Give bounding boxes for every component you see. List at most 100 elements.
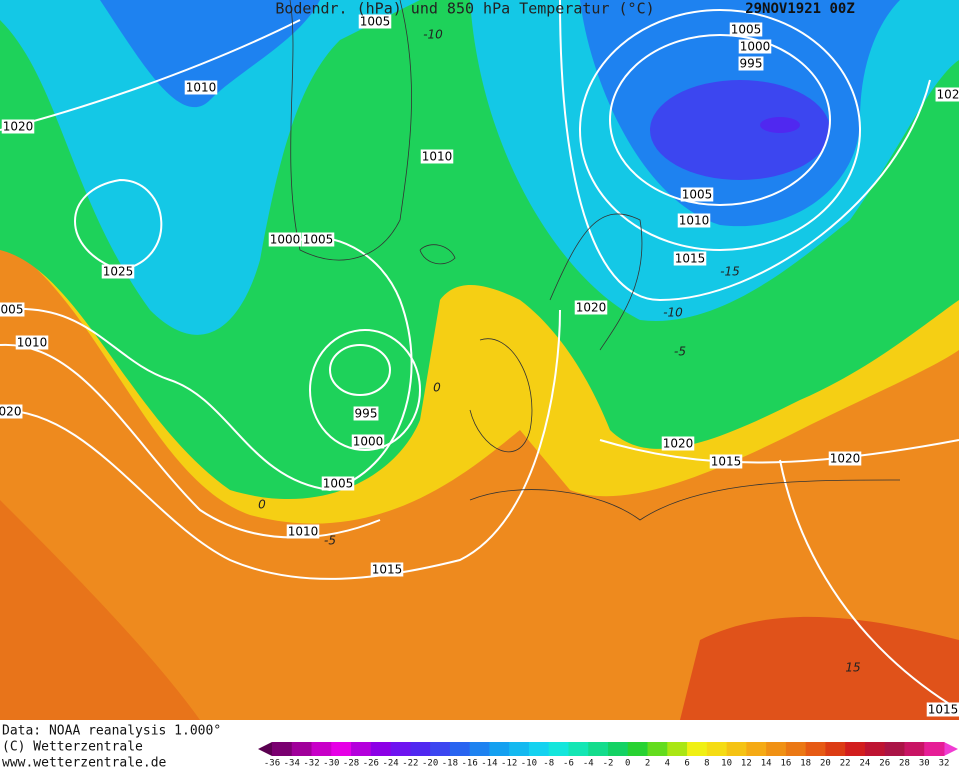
colorbar-label: -34 <box>284 759 300 769</box>
label-box <box>301 232 335 247</box>
colorbar-label: 28 <box>899 759 910 769</box>
isobar-label: 1025 <box>103 265 134 279</box>
isobar-label: 995 <box>355 407 378 421</box>
colorbar-label: 4 <box>665 759 670 769</box>
colorbar-swatch <box>608 742 629 756</box>
colorbar-label: 22 <box>840 759 851 769</box>
isobar-label: 1010 <box>679 214 710 228</box>
isobar-label: 102 <box>937 88 959 102</box>
hot-area <box>680 616 959 720</box>
colorbar-label: 32 <box>939 759 950 769</box>
label-box <box>729 22 763 37</box>
colorbar-swatch <box>884 742 905 756</box>
temperature-label: -10 <box>663 306 683 320</box>
colorbar-swatch <box>864 742 886 756</box>
cyan-area <box>0 0 420 335</box>
colorbar-swatch <box>272 742 293 756</box>
temperature-label: -10 <box>423 28 443 42</box>
label-box <box>286 524 320 539</box>
colorbar-swatch <box>825 742 846 756</box>
label-box <box>0 302 25 317</box>
label-box <box>358 14 392 29</box>
colorbar-swatch <box>706 742 728 756</box>
colorbar-label: -6 <box>563 759 574 769</box>
label-box <box>184 80 218 95</box>
colorbar-swatch <box>291 742 313 756</box>
colorbar-label: 20 <box>820 759 831 769</box>
colorbar-swatch <box>726 742 747 756</box>
label-box <box>738 39 772 54</box>
colorbar-label: -2 <box>603 759 614 769</box>
colorbar-swatch <box>390 742 411 756</box>
colorbar-label: -20 <box>422 759 438 769</box>
label-box <box>574 300 608 315</box>
colorbar-swatch <box>449 742 471 756</box>
colorbar-label: 10 <box>721 759 732 769</box>
colorbar-label: -4 <box>583 759 594 769</box>
isobar-label: 1010 <box>288 525 319 539</box>
isobar-label: 1015 <box>675 252 706 266</box>
colorbar-swatch <box>904 742 925 756</box>
isobar-label: 1015 <box>928 703 959 717</box>
colorbar-arrow <box>944 742 958 756</box>
isobar-label: 1005 <box>360 15 391 29</box>
isobar-label: 020 <box>0 405 21 419</box>
colorbar-label: -10 <box>521 759 537 769</box>
map-date: 29NOV1921 00Z <box>745 1 855 17</box>
temperature-label: 15 <box>845 661 860 675</box>
temperature-label: -5 <box>324 534 336 548</box>
colorbar-label: -26 <box>363 759 379 769</box>
label-box <box>738 56 764 71</box>
colorbar-swatch <box>746 742 767 756</box>
blue-area <box>100 0 320 108</box>
colorbar-swatch <box>627 742 649 756</box>
colorbar-swatch <box>647 742 668 756</box>
isobar-label: 1000 <box>740 40 771 54</box>
isobar-label: 1005 <box>303 233 334 247</box>
isobar-label: 1010 <box>17 336 48 350</box>
colorbar-label: 6 <box>684 759 689 769</box>
label-box <box>351 434 385 449</box>
warm-area <box>0 500 200 720</box>
colorbar-swatch <box>311 742 332 756</box>
isobar-label: 1000 <box>353 435 384 449</box>
label-box <box>677 213 711 228</box>
label-box <box>268 232 302 247</box>
label-box <box>673 251 707 266</box>
colorbar-swatch <box>667 742 688 756</box>
label-box <box>370 562 404 577</box>
colorbar-swatch <box>509 742 530 756</box>
colorbar-arrow <box>258 742 272 756</box>
footer-url: www.wetterzentrale.de <box>2 756 167 770</box>
cold-core <box>650 80 830 180</box>
temperature-label: -15 <box>720 265 740 279</box>
footer-copyright: (C) Wetterzentrale <box>2 740 143 755</box>
isobar-label: 995 <box>740 57 763 71</box>
colorbar-label: -30 <box>323 759 339 769</box>
colorbar-swatch <box>410 742 431 756</box>
colorbar-label: 30 <box>919 759 930 769</box>
colorbar-label: 0 <box>625 759 630 769</box>
colorbar-label: 14 <box>761 759 772 769</box>
colorbar-label: -22 <box>402 759 418 769</box>
isobar-label: 1000 <box>270 233 301 247</box>
label-box <box>828 451 862 466</box>
label-box <box>709 454 743 469</box>
colorbar-swatch <box>588 742 609 756</box>
colorbar-label: 16 <box>780 759 791 769</box>
colorbar-label: 24 <box>860 759 871 769</box>
label-box <box>1 119 35 134</box>
colorbar-swatch <box>687 742 708 756</box>
label-box <box>420 149 454 164</box>
isobar-label: 1005 <box>682 188 713 202</box>
colorbar-swatch <box>430 742 451 756</box>
colorbar-swatch <box>370 742 392 756</box>
colorbar-label: -12 <box>501 759 517 769</box>
isobar-label: 1005 <box>731 23 762 37</box>
colorbar-label: -14 <box>481 759 497 769</box>
colorbar-swatch <box>924 742 945 756</box>
colorbar-label: -36 <box>264 759 280 769</box>
label-box <box>926 702 959 717</box>
temperature-label: 0 <box>433 381 441 395</box>
